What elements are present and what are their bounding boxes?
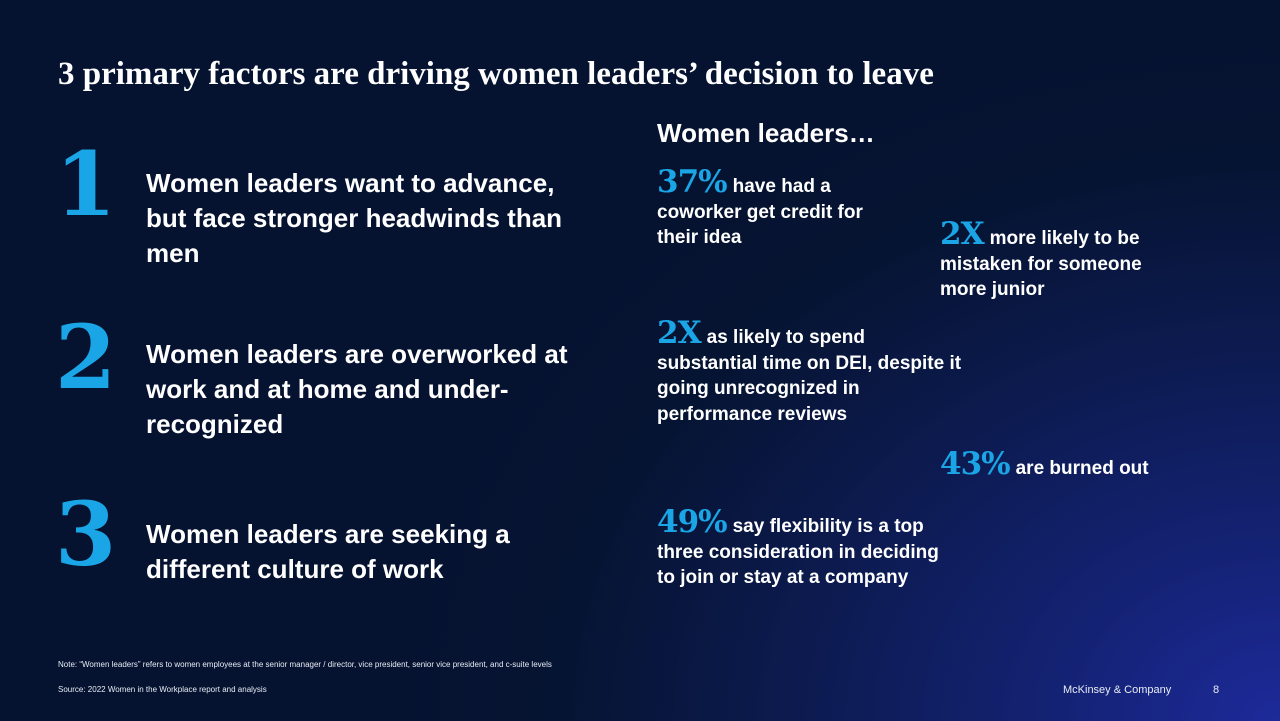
stat-text: more likely to be mistaken for someone m… [940,228,1142,300]
stat-flexibility: 49% say flexibility is a top three consid… [657,507,942,591]
stat-value: 2X [657,315,702,351]
factor-number: 2 [55,305,117,409]
stat-dei-time: 2X as likely to spend substantial time on… [657,318,967,427]
stat-value: 37% [657,164,728,200]
brand-name: McKinsey & Company [1063,684,1172,696]
factor-text: Women leaders want to advance, but face … [146,168,563,268]
factor-text: Women leaders are overworked at work and… [146,339,568,439]
stat-text: as likely to spend substantial time on D… [657,327,962,425]
stat-mistaken-junior: 2X more likely to be mistaken for someone… [940,219,1175,303]
stat-value: 43% [940,446,1011,482]
factor-number: 3 [55,482,117,586]
page-number: 8 [1213,684,1220,696]
source-note: Source: 2022 Women in the Workplace repo… [58,685,267,694]
stat-text: say flexibility is a top three considera… [657,516,939,588]
factor-number: 1 [55,132,117,236]
stat-burned-out: 43% are burned out [940,449,1240,482]
stat-text: have had a coworker get credit for their… [657,176,863,248]
footnote: Note: “Women leaders” refers to women em… [58,660,552,669]
stat-value: 2X [940,216,985,252]
factor-text: Women leaders are seeking a different cu… [146,519,510,584]
stat-coworker-credit: 37% have had a coworker get credit for th… [657,167,867,251]
stat-text: are burned out [1015,458,1149,479]
stats-heading: Women leaders… [657,118,875,148]
slide-title: 3 primary factors are driving women lead… [58,56,934,92]
stat-value: 49% [657,504,728,540]
